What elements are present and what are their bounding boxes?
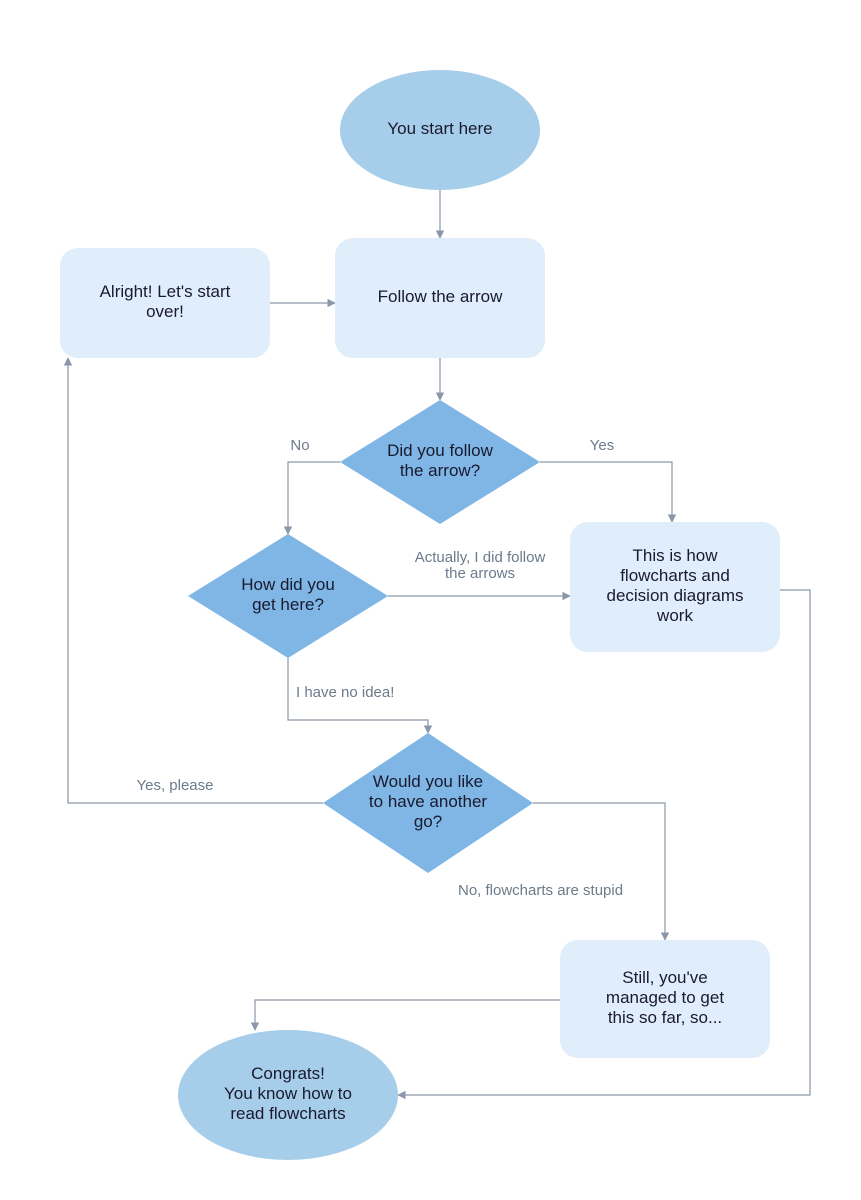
node-label-didyou: Did you followthe arrow? bbox=[387, 441, 494, 480]
node-still: Still, you'vemanaged to getthis so far, … bbox=[560, 940, 770, 1058]
node-didyou: Did you followthe arrow? bbox=[340, 400, 540, 524]
node-label-start: You start here bbox=[387, 119, 492, 138]
edge-e10 bbox=[255, 1000, 560, 1030]
node-again: Would you liketo have anothergo? bbox=[323, 733, 533, 873]
edge-e4 bbox=[288, 462, 340, 534]
node-label-howhere: How did youget here? bbox=[241, 575, 335, 614]
node-follow: Follow the arrow bbox=[335, 238, 545, 358]
node-start: You start here bbox=[340, 70, 540, 190]
nodes-layer: You start here Follow the arrow Alright! L… bbox=[60, 70, 780, 1160]
edge-label-e7: I have no idea! bbox=[296, 684, 394, 701]
flowchart-canvas: No Yes Actually, I did followthe arrows I h… bbox=[0, 0, 861, 1200]
edge-label-e5: Yes bbox=[590, 437, 614, 454]
node-label-follow: Follow the arrow bbox=[378, 287, 503, 306]
node-explain: This is howflowcharts anddecision diagra… bbox=[570, 522, 780, 652]
node-howhere: How did youget here? bbox=[188, 534, 388, 658]
edge-label-e8: Yes, please bbox=[136, 777, 213, 794]
edge-e5 bbox=[540, 462, 672, 522]
edge-e9 bbox=[533, 803, 665, 940]
node-restart: Alright! Let's startover! bbox=[60, 248, 270, 358]
edge-label-e9: No, flowcharts are stupid bbox=[458, 882, 623, 899]
node-end: Congrats!You know how toread flowcharts bbox=[178, 1030, 398, 1160]
edge-label-e6: Actually, I did followthe arrows bbox=[415, 549, 546, 582]
node-label-still: Still, you'vemanaged to getthis so far, … bbox=[606, 968, 724, 1027]
edge-label-e4: No bbox=[290, 437, 309, 454]
